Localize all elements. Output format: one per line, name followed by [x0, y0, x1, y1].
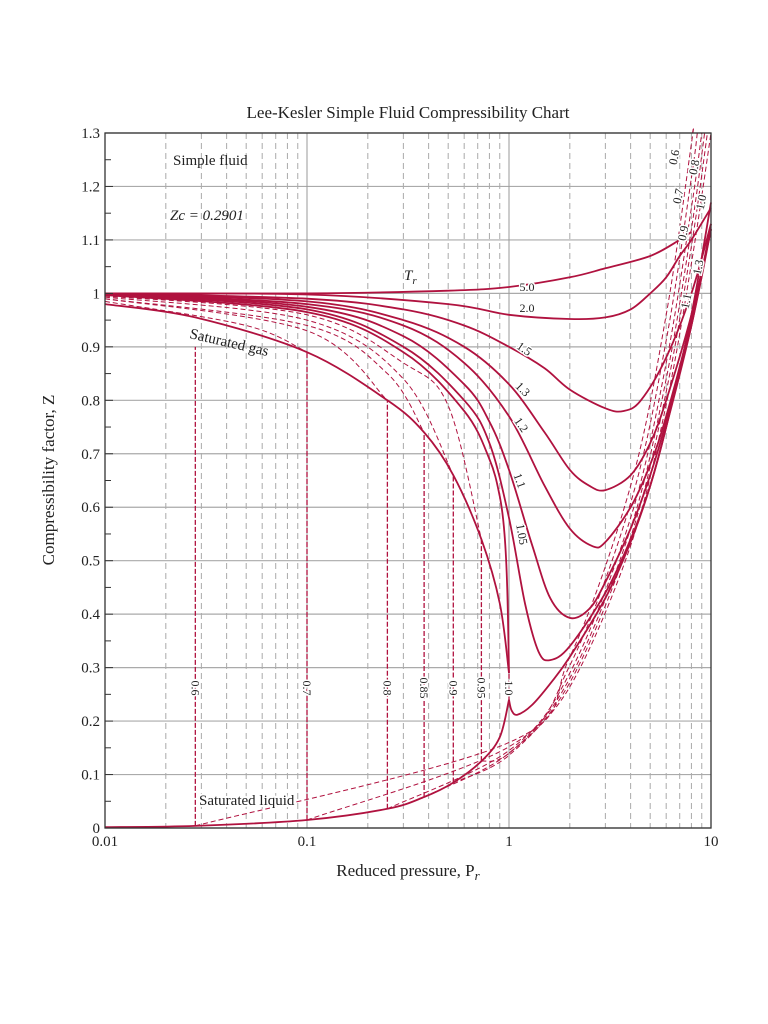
y-tick-label: 1.1 [81, 233, 100, 249]
x-tick-label: 10 [704, 834, 719, 850]
curve-tr-0.7 [306, 132, 698, 821]
annotation-simple-fluid: Simple fluid [173, 153, 248, 169]
x-axis-label-sub: r [475, 868, 481, 883]
curves [104, 126, 712, 829]
y-axis-label: Compressibility factor, Z [39, 395, 58, 566]
annotation-tr-text: T [404, 268, 414, 284]
curve-tr-0.95 [104, 295, 482, 540]
curve-tr-0.9 [104, 296, 454, 476]
right-curve-label: 1.1 [678, 292, 695, 310]
y-tick-label: 0.4 [81, 607, 100, 623]
annotation-saturated-liquid: Saturated liquid [199, 793, 295, 809]
y-tick-label: 1.2 [81, 179, 100, 195]
saturation-label: 0.85 [417, 678, 431, 699]
curve-label: 1.5 [514, 339, 534, 359]
ticks: 0 0.1 0.2 0.3 0.4 0.5 0.6 0.7 0.8 0.9 1 1.1 1.2 1.3 0.… [81, 126, 718, 850]
curve-tr-0.8 [387, 132, 703, 810]
x-axis-label: Reduced pressure, Pr [336, 861, 480, 883]
curve-tr-1.0 [104, 294, 510, 674]
curve-tr-0.7 [104, 300, 308, 353]
y-tick-label: 1.3 [81, 126, 100, 142]
y-tick-label: 0.6 [81, 500, 100, 516]
right-curve-label: 0.8 [686, 158, 703, 176]
x-tick-label: 0.01 [92, 834, 118, 850]
curve-label: 2.0 [520, 301, 535, 315]
annotation-tr: Tr [404, 268, 417, 287]
annotation-saturated-gas: Saturated gas [188, 326, 270, 360]
curve-tr-1.5 [104, 223, 712, 413]
x-axis-label-text: Reduced pressure, P [336, 861, 474, 880]
curve-label: 1.3 [513, 379, 534, 400]
curve-label: 1.2 [511, 415, 531, 435]
curve-tr-1.2 [104, 229, 712, 549]
curve-tr-5.0 [104, 231, 692, 295]
curve-tr-0.6 [195, 126, 695, 827]
right-curve-label: 1.3 [690, 258, 707, 276]
right-curve-label: 0.9 [675, 224, 692, 242]
saturation-label: 0.8 [380, 681, 394, 696]
saturation-label: 1.0 [502, 681, 516, 696]
y-tick-label: 0.3 [81, 661, 100, 677]
right-curve-label: 0.7 [670, 187, 687, 205]
curve-tr-0.9 [453, 132, 708, 784]
curve-tr-saturated-gas [104, 303, 510, 674]
chart-title: Lee-Kesler Simple Fluid Compressibility … [247, 103, 570, 122]
curve-tr-1.3 [104, 228, 712, 492]
right-curve-label: 1.0 [693, 193, 710, 211]
saturation-label: 0.7 [300, 681, 314, 696]
y-tick-label: 0.7 [81, 447, 100, 463]
curve-tr-1.05 [104, 223, 712, 662]
annotation-tr-sub: r [412, 275, 417, 287]
right-curve-label: 0.6 [666, 148, 683, 166]
curve-label: 5.0 [520, 280, 535, 294]
saturation-label: 0.6 [188, 681, 202, 696]
curve-label: 1.1 [511, 471, 529, 490]
curve-tr-0.95 [481, 132, 712, 762]
y-tick-label: 0.5 [81, 554, 100, 570]
labels: 5.0 2.0 1.5 1.3 1.2 1.1 1.05 0.6 0.7 0.8 0.85 0.9 0.… [187, 147, 711, 700]
x-tick-label: 1 [505, 834, 513, 850]
curve-tr-1.0 [508, 202, 712, 716]
curve-tr-0.85 [104, 298, 425, 433]
annotation-zc: Zc = 0.2901 [170, 208, 244, 224]
y-tick-label: 0 [93, 821, 101, 837]
curve-label: 1.05 [513, 523, 530, 546]
y-tick-label: 1 [93, 286, 101, 302]
y-tick-label: 0.9 [81, 340, 100, 356]
saturation-label: 0.9 [446, 681, 460, 696]
curve-tr-0.85 [423, 132, 706, 798]
saturation-label: 0.95 [474, 678, 488, 699]
y-tick-label: 0.1 [81, 768, 100, 784]
y-tick-label: 0.8 [81, 393, 100, 409]
x-tick-label: 0.1 [298, 834, 317, 850]
curve-tr-1.1 [104, 229, 712, 620]
curve-tr-0.8 [104, 298, 388, 401]
y-tick-label: 0.2 [81, 714, 100, 730]
